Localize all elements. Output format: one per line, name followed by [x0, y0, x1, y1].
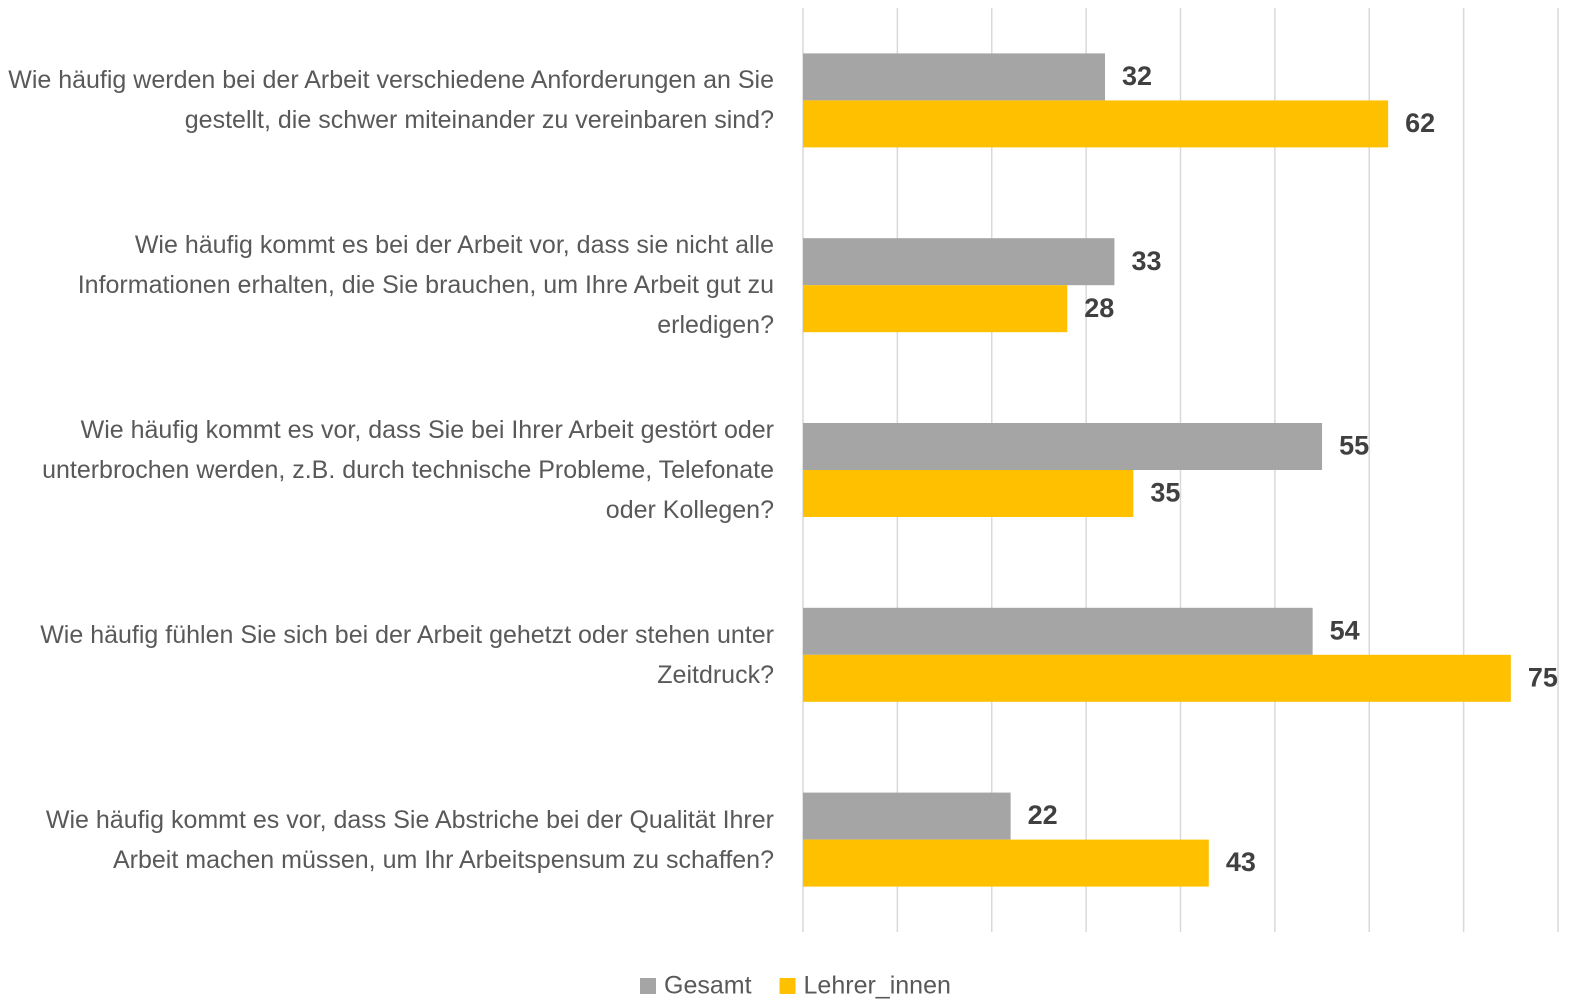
bar	[803, 470, 1134, 517]
bar	[803, 792, 1011, 840]
bar	[803, 285, 1068, 333]
bar	[803, 53, 1105, 101]
category-label: Wie häufig kommt es vor, dass Sie bei Ih…	[42, 416, 774, 524]
bar	[803, 238, 1115, 286]
bar	[803, 100, 1389, 148]
category-label: Wie häufig kommt es bei der Arbeit vor, …	[77, 231, 774, 340]
category-label: Wie häufig fühlen Sie sich bei der Arbei…	[40, 620, 774, 689]
data-label: 22	[1028, 800, 1058, 830]
data-label: 43	[1226, 847, 1256, 877]
data-label: 32	[1122, 61, 1152, 91]
legend-swatch	[779, 978, 796, 994]
legend-label: Gesamt	[664, 972, 752, 1000]
legend-label: Lehrer_innen	[804, 972, 951, 1000]
data-label: 35	[1150, 478, 1180, 508]
bar	[803, 607, 1313, 655]
category-label: Wie häufig werden bei der Arbeit verschi…	[8, 66, 774, 135]
data-label: 75	[1528, 662, 1558, 692]
category-label: Wie häufig kommt es vor, dass Sie Abstri…	[45, 805, 774, 874]
legend-swatch	[640, 978, 656, 994]
bar	[803, 423, 1323, 470]
data-label: 62	[1405, 108, 1435, 138]
data-label: 54	[1330, 615, 1360, 645]
bar	[803, 654, 1511, 702]
data-label: 28	[1084, 293, 1114, 323]
data-label: 55	[1339, 431, 1369, 461]
data-label: 33	[1131, 246, 1161, 276]
bar	[803, 839, 1209, 887]
